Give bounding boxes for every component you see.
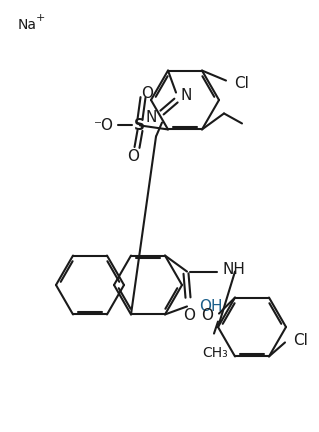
Text: OH: OH	[199, 299, 222, 314]
Text: N: N	[146, 110, 157, 125]
Text: CH₃: CH₃	[202, 346, 228, 359]
Text: Cl: Cl	[234, 76, 249, 91]
Text: +: +	[36, 13, 45, 23]
Text: O: O	[183, 308, 195, 323]
Text: O: O	[201, 308, 213, 323]
Text: S: S	[133, 118, 145, 133]
Text: O: O	[141, 86, 153, 101]
Text: Na: Na	[18, 18, 37, 32]
Text: N: N	[181, 88, 192, 103]
Text: Cl: Cl	[293, 333, 308, 348]
Text: ⁻O: ⁻O	[94, 118, 114, 133]
Text: O: O	[127, 149, 139, 164]
Text: NH: NH	[223, 262, 246, 277]
